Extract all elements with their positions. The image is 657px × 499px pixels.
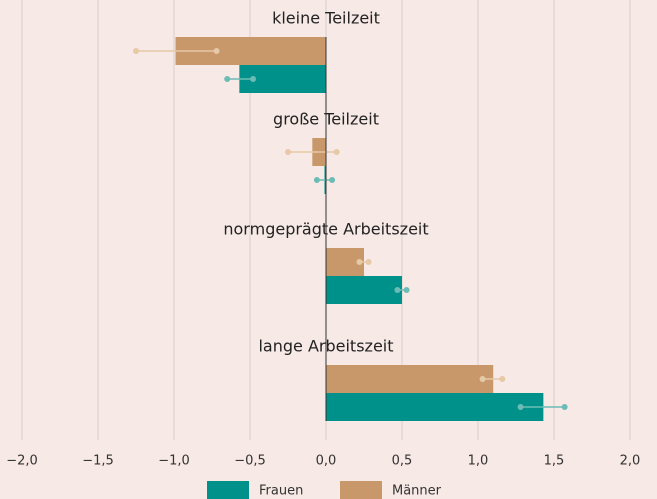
bar <box>326 393 544 421</box>
error-end <box>499 376 506 382</box>
error-end <box>250 76 257 82</box>
x-tick-label: 0,5 <box>392 454 413 469</box>
error-end <box>213 48 220 54</box>
x-tick-label: 2,0 <box>620 454 641 469</box>
error-end <box>479 376 486 382</box>
x-tick-label: 1,0 <box>468 454 489 469</box>
error-end <box>403 287 410 293</box>
bar <box>326 276 402 304</box>
legend-label: Männer <box>392 484 442 499</box>
category-label: kleine Teilzeit <box>272 9 380 28</box>
x-tick-label: 1,5 <box>544 454 565 469</box>
error-end <box>133 48 139 54</box>
legend-swatch <box>340 481 382 499</box>
error-end <box>517 404 524 410</box>
x-tick-label: −1,5 <box>82 454 114 469</box>
error-end <box>285 149 291 155</box>
x-tick-label: 0,0 <box>316 454 337 469</box>
error-end <box>561 404 568 410</box>
error-end <box>333 149 340 155</box>
x-tick-label: −0,5 <box>234 454 266 469</box>
error-end <box>365 259 372 265</box>
x-tick-label: −1,0 <box>158 454 190 469</box>
legend-label: Frauen <box>259 484 303 499</box>
error-end <box>394 287 401 293</box>
bar <box>326 365 494 393</box>
error-end <box>329 177 336 183</box>
error-end <box>224 76 231 82</box>
error-end <box>313 177 320 183</box>
x-tick-label: −2,0 <box>6 454 38 469</box>
legend-swatch <box>207 481 249 499</box>
error-end <box>356 259 363 265</box>
